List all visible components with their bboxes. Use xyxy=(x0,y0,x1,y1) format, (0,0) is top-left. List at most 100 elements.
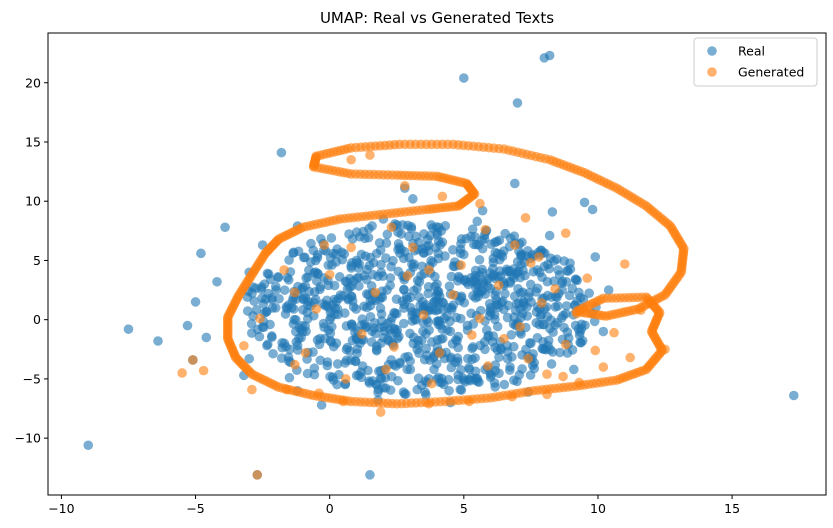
real-cloud-point xyxy=(309,287,320,297)
real-cloud-point xyxy=(446,362,457,373)
generated-point xyxy=(319,240,330,250)
real-cloud-point xyxy=(351,227,362,237)
real-point xyxy=(153,336,163,346)
real-cloud-point xyxy=(339,249,350,259)
real-cloud-point xyxy=(288,248,298,259)
x-tick-label: −10 xyxy=(48,501,74,516)
real-cloud-point xyxy=(456,291,467,302)
real-cloud-point xyxy=(309,369,320,380)
real-cloud-point xyxy=(562,348,573,358)
real-cloud-point xyxy=(411,308,421,318)
real-cloud-point xyxy=(563,266,573,276)
real-point xyxy=(579,197,590,208)
real-cloud-point xyxy=(287,296,298,306)
real-cloud-point xyxy=(351,370,362,381)
generated-point xyxy=(300,348,311,358)
real-cloud-point xyxy=(311,276,322,286)
y-tick-label: 15 xyxy=(25,134,41,149)
real-cloud-point xyxy=(507,352,517,362)
generated-point xyxy=(290,287,300,298)
generated-point xyxy=(338,396,348,407)
real-point xyxy=(316,400,327,410)
real-cloud-point xyxy=(414,276,425,287)
generated-point xyxy=(542,369,552,379)
real-cloud-point xyxy=(479,234,490,244)
real-cloud-point xyxy=(424,325,434,335)
real-cloud-point xyxy=(261,307,272,317)
generated-point xyxy=(324,269,335,280)
y-tick-label: 20 xyxy=(25,75,41,90)
generated-point xyxy=(574,377,584,388)
real-point xyxy=(544,230,555,241)
real-cloud-point xyxy=(409,285,419,296)
generated-point xyxy=(571,308,582,319)
real-cloud-point xyxy=(503,266,514,276)
y-axis: −10 −5 0 5 10 15 20 xyxy=(15,75,48,446)
real-cloud-point xyxy=(471,239,482,250)
real-cloud-point xyxy=(431,242,441,253)
generated-point xyxy=(536,298,547,308)
real-cloud-point xyxy=(363,232,374,243)
generated-point xyxy=(252,470,263,480)
real-cloud-point xyxy=(382,285,392,295)
real-cloud-point xyxy=(554,270,565,280)
generated-point xyxy=(560,228,571,238)
real-point xyxy=(569,364,579,375)
real-point xyxy=(196,248,206,259)
generated-curve-point xyxy=(259,250,269,261)
real-point xyxy=(220,222,230,233)
generated-point xyxy=(375,407,386,417)
real-cloud-point xyxy=(242,306,253,316)
real-cloud-point xyxy=(376,309,387,319)
real-cloud-point xyxy=(555,347,565,358)
real-cloud-point xyxy=(334,369,344,380)
real-cloud-point xyxy=(246,328,257,338)
real-cloud-point xyxy=(435,320,446,330)
real-cloud-point xyxy=(534,267,545,278)
real-cloud-point xyxy=(350,356,361,367)
real-cloud-point xyxy=(270,303,281,313)
generated-point xyxy=(418,310,429,320)
x-tick-label: 15 xyxy=(724,501,740,516)
generated-point xyxy=(279,265,289,275)
generated-point xyxy=(437,191,448,202)
generated-point xyxy=(475,313,485,324)
generated-point xyxy=(609,327,619,338)
plot-frame xyxy=(47,32,827,496)
y-tick-label: 0 xyxy=(33,312,41,327)
real-point xyxy=(190,297,201,307)
real-cloud-point xyxy=(505,362,515,372)
real-cloud-point xyxy=(326,233,337,243)
real-cloud-point xyxy=(539,344,550,354)
real-cloud-point xyxy=(532,283,543,294)
real-cloud-point xyxy=(502,312,513,323)
real-cloud-point xyxy=(512,256,523,267)
real-cloud-point xyxy=(398,318,409,329)
generated-point xyxy=(542,389,552,400)
legend: Real Generated xyxy=(693,37,818,87)
real-point xyxy=(271,285,281,295)
generated-point xyxy=(346,154,356,165)
real-cloud-point xyxy=(331,256,342,267)
real-point xyxy=(284,372,295,383)
generated-point xyxy=(346,242,356,253)
real-cloud-point xyxy=(308,347,318,357)
generated-point xyxy=(389,342,399,352)
generated-point xyxy=(386,222,397,233)
real-cloud-point xyxy=(418,317,429,328)
generated-point xyxy=(365,150,375,160)
real-cloud-point xyxy=(282,303,292,314)
generated-point xyxy=(550,284,560,294)
x-tick-label: 5 xyxy=(460,501,468,516)
y-tick-label: 10 xyxy=(25,194,41,209)
real-cloud-point xyxy=(265,319,275,330)
real-point xyxy=(338,291,348,301)
real-cloud-point xyxy=(470,265,481,276)
y-tick-label: 5 xyxy=(33,253,41,268)
generated-point xyxy=(475,198,485,209)
real-cloud-point xyxy=(322,360,333,371)
real-cloud-point xyxy=(373,366,384,377)
generated-point xyxy=(660,344,670,355)
generated-point xyxy=(515,321,525,332)
real-cloud-point xyxy=(526,297,536,307)
